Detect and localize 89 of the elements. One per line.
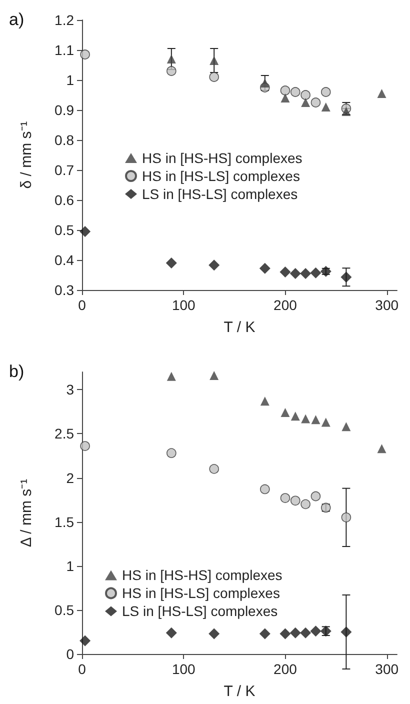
point — [290, 412, 300, 421]
point — [342, 422, 351, 432]
y-tick-label: 1.1 — [54, 42, 74, 58]
y-tick-label: 1 — [66, 558, 74, 574]
point — [260, 484, 270, 494]
y-tick-label: 0 — [66, 646, 74, 662]
point — [340, 272, 352, 283]
point — [166, 372, 176, 381]
y-axis-title: Δ / mm s⁻¹ — [18, 478, 35, 548]
point — [208, 628, 220, 640]
point — [166, 54, 176, 64]
point — [259, 628, 270, 640]
legend-label: HS in [HS-LS] complexes — [142, 168, 300, 184]
point — [310, 98, 321, 108]
chart-title: b) — [9, 362, 24, 381]
point — [80, 441, 90, 451]
point — [210, 56, 219, 65]
x-tick-label: 300 — [375, 661, 399, 677]
y-tick-label: 3 — [66, 382, 74, 398]
point — [209, 72, 219, 82]
chart-title: a) — [9, 10, 24, 29]
y-axis-title: δ / mm s⁻¹ — [18, 121, 35, 189]
point — [290, 496, 300, 506]
x-tick-label: 100 — [172, 661, 196, 677]
point — [166, 448, 176, 458]
y-tick-label: 2 — [66, 470, 74, 486]
y-tick-label: 0.4 — [54, 252, 74, 268]
point — [280, 86, 290, 96]
point — [290, 627, 301, 638]
point — [280, 266, 291, 278]
point — [259, 262, 270, 274]
point — [301, 414, 310, 424]
point — [340, 626, 352, 638]
point — [166, 258, 177, 268]
point — [301, 98, 310, 107]
point — [321, 418, 330, 427]
point — [280, 408, 290, 418]
point — [377, 89, 386, 98]
point — [320, 87, 331, 97]
x-tick-label: 100 — [172, 297, 196, 313]
y-tick-label: 1.5 — [54, 514, 74, 530]
point — [80, 50, 90, 60]
y-tick-label: 2.5 — [54, 426, 74, 442]
point — [311, 415, 320, 424]
legend-label: HS in [HS-LS] complexes — [122, 585, 280, 602]
point — [300, 627, 312, 638]
point — [80, 226, 91, 237]
point — [166, 627, 177, 638]
point — [260, 78, 270, 88]
legend-label: LS in [HS-LS] complexes — [122, 603, 278, 620]
point — [341, 512, 352, 522]
x-tick-label: 200 — [274, 661, 298, 677]
x-tick-label: 200 — [274, 297, 298, 313]
y-tick-label: 0.7 — [54, 162, 74, 178]
point — [290, 87, 300, 97]
point — [280, 493, 290, 503]
y-tick-label: 1 — [66, 72, 74, 88]
x-axis-title: T / K — [224, 319, 256, 336]
point — [280, 628, 291, 640]
x-axis-title: T / K — [224, 683, 256, 700]
point — [310, 626, 322, 637]
y-tick-label: 0.9 — [54, 102, 74, 118]
point — [300, 499, 310, 510]
x-tick-label: 300 — [375, 297, 399, 313]
point — [300, 268, 312, 279]
y-tick-label: 1.2 — [54, 12, 74, 28]
point — [321, 102, 330, 112]
y-tick-label: 0.5 — [54, 602, 74, 618]
point — [80, 635, 91, 646]
x-tick-label: 0 — [78, 661, 86, 677]
point — [210, 371, 219, 380]
point — [300, 90, 310, 100]
point — [280, 94, 290, 102]
legend-label: LS in [HS-LS] complexes — [142, 186, 298, 202]
point — [310, 491, 321, 502]
y-tick-label: 0.8 — [54, 132, 74, 148]
point — [209, 464, 219, 474]
y-tick-label: 0.3 — [54, 282, 74, 298]
point — [208, 260, 220, 271]
y-tick-label: 0.5 — [54, 222, 74, 238]
point — [377, 444, 386, 454]
point — [310, 267, 322, 278]
legend-label: HS in [HS-HS] complexes — [142, 150, 302, 166]
x-tick-label: 0 — [78, 297, 86, 313]
y-tick-label: 0.6 — [54, 192, 74, 208]
legend-label: HS in [HS-HS] complexes — [122, 567, 282, 584]
point — [166, 66, 176, 76]
point — [290, 268, 301, 279]
point — [260, 396, 270, 406]
